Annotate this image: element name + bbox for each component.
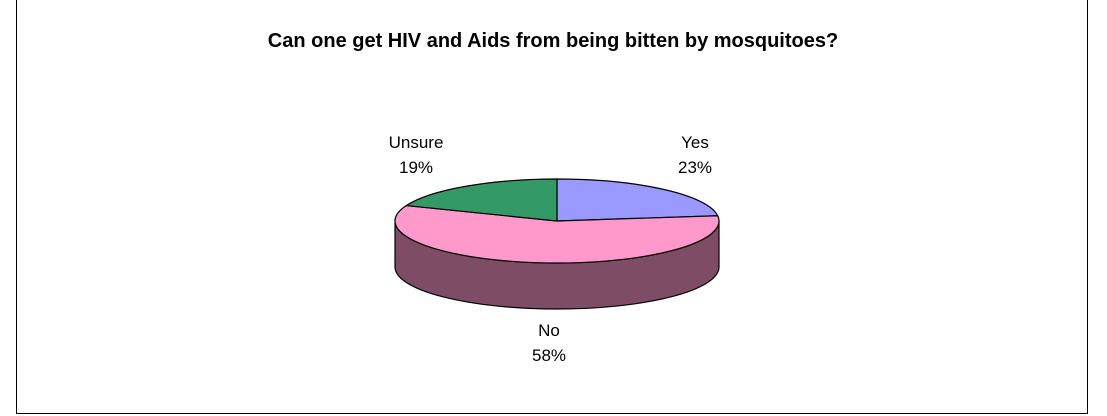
- chart-area: Can one get HIV and Aids from being bitt…: [16, 0, 1088, 414]
- slice-label-yes: Yes: [681, 133, 709, 152]
- slice-label-no: No: [538, 321, 560, 340]
- pie-slice-unsure: [404, 178, 558, 222]
- pie-top: [394, 178, 720, 264]
- pie-chart: Yes 23% No 58% Unsure 19%: [389, 133, 720, 365]
- pie-slice-no: [394, 204, 720, 264]
- slice-percent-yes: 23%: [678, 158, 712, 177]
- pie-slice-yes: [556, 178, 719, 222]
- chart-title: Can one get HIV and Aids from being bitt…: [267, 30, 839, 52]
- slice-label-unsure: Unsure: [389, 133, 444, 152]
- slice-percent-unsure: 19%: [399, 158, 433, 177]
- slice-percent-no: 58%: [532, 346, 566, 365]
- pie-labels: Yes 23% No 58% Unsure 19%: [389, 133, 712, 365]
